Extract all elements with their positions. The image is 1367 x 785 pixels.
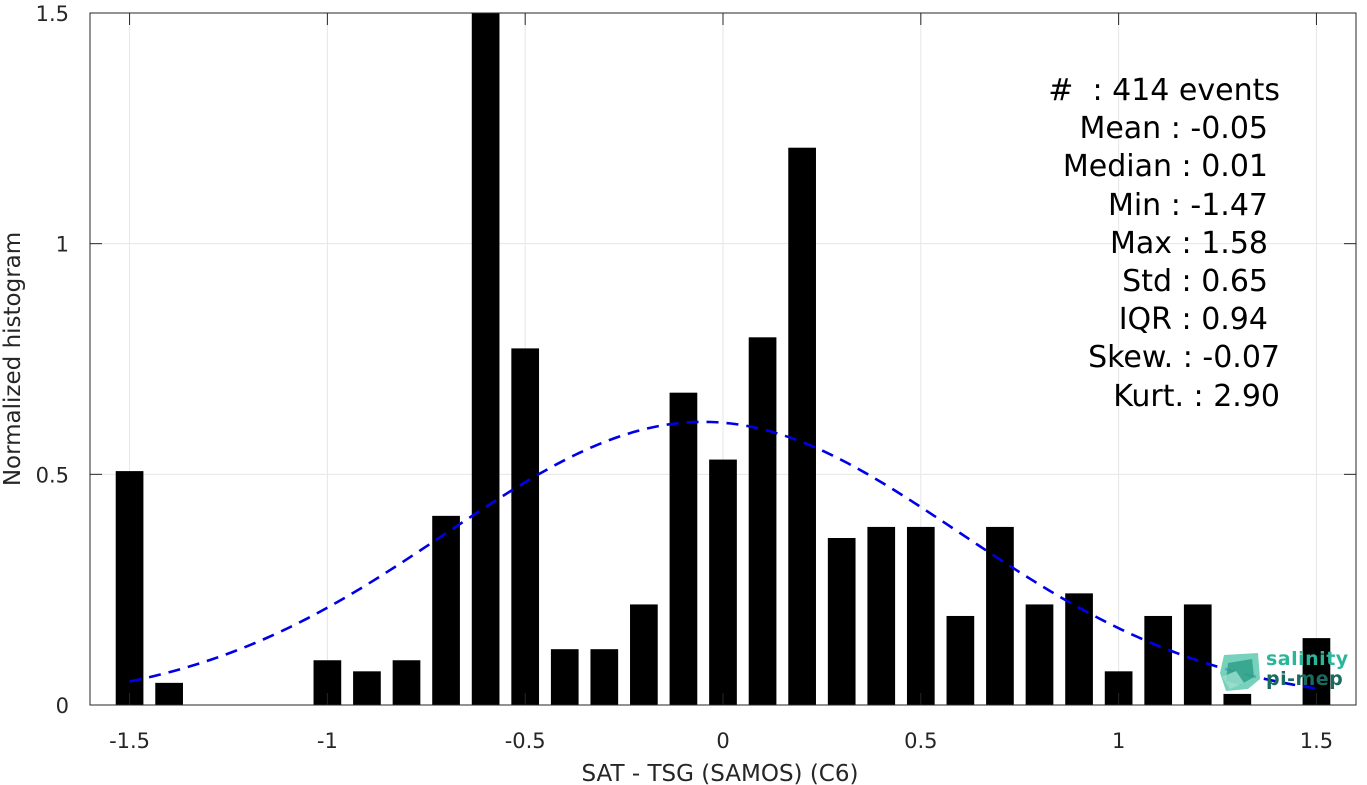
stat-mean: Mean : -0.05 <box>1079 111 1268 147</box>
histogram-bar <box>709 459 737 705</box>
histogram-bar <box>788 147 816 705</box>
histogram-bar <box>1183 604 1212 705</box>
histogram-bar <box>1025 604 1054 705</box>
x-tick-label: 1.5 <box>1300 729 1333 753</box>
y-axis-label: Normalized histogram <box>0 232 26 486</box>
histogram-bar <box>748 337 777 705</box>
x-tick-label: 1 <box>1112 729 1125 753</box>
y-tick-label: 0 <box>56 694 69 718</box>
axis-ticks <box>90 12 1356 706</box>
histogram-bar <box>590 649 619 705</box>
stat-max: Max : 1.58 <box>1110 225 1268 261</box>
stat-std: Std : 0.65 <box>1122 264 1268 300</box>
stat-median: Median : 0.01 <box>1062 149 1268 185</box>
histogram-bar <box>946 615 975 705</box>
y-tick-label: 1.5 <box>36 2 69 26</box>
y-tick-label: 1 <box>56 233 69 257</box>
x-tick-label: -0.5 <box>505 729 546 753</box>
histogram-bar <box>1065 593 1093 705</box>
logo-text-salinity: salinity <box>1266 648 1349 670</box>
salinity-pimep-logo: salinity pi-mep <box>1218 647 1348 693</box>
x-tick-label: -1 <box>317 729 338 753</box>
stat-iqr: IQR : 0.94 <box>1118 302 1268 338</box>
histogram-bar <box>353 671 381 705</box>
histogram-bar <box>155 682 183 705</box>
logo-map-icon <box>1220 653 1260 691</box>
stat-min: Min : -1.47 <box>1107 187 1268 223</box>
histogram-bar <box>432 515 460 705</box>
histogram-bar <box>827 537 856 705</box>
histogram-bar <box>867 526 896 705</box>
histogram-bars <box>115 13 1331 705</box>
histogram-bar <box>1144 615 1173 705</box>
x-tick-labels: -1.5 -1 -0.5 0 0.5 1 1.5 <box>109 729 1333 753</box>
histogram-bar <box>115 471 144 705</box>
x-tick-label: -1.5 <box>109 729 150 753</box>
histogram-bar <box>511 348 540 705</box>
x-tick-label: 0.5 <box>904 729 937 753</box>
statistics-panel: # : 414 events Mean : -0.05 Median : 0.0… <box>990 72 1280 416</box>
stat-count: # : 414 events <box>1048 73 1280 108</box>
x-axis-label: SAT - TSG (SAMOS) (C6) <box>582 761 859 785</box>
normal-fit-curve <box>129 420 1317 690</box>
histogram-bar <box>1223 693 1252 705</box>
histogram-bar <box>471 13 500 705</box>
logo-text-pimep: pi-mep <box>1266 668 1344 690</box>
histogram-bar <box>550 649 579 705</box>
x-tick-label: 0 <box>716 729 729 753</box>
y-tick-labels: 0 0.5 1 1.5 <box>36 2 69 718</box>
histogram-bar <box>669 392 698 705</box>
histogram-bar <box>392 660 421 705</box>
histogram-bar <box>630 604 658 705</box>
y-tick-label: 0.5 <box>36 463 69 487</box>
histogram-bar <box>906 526 935 705</box>
stat-kurt: Kurt. : 2.90 <box>1113 378 1280 414</box>
stat-skew: Skew. : -0.07 <box>1088 340 1280 376</box>
histogram-bar <box>986 526 1014 705</box>
